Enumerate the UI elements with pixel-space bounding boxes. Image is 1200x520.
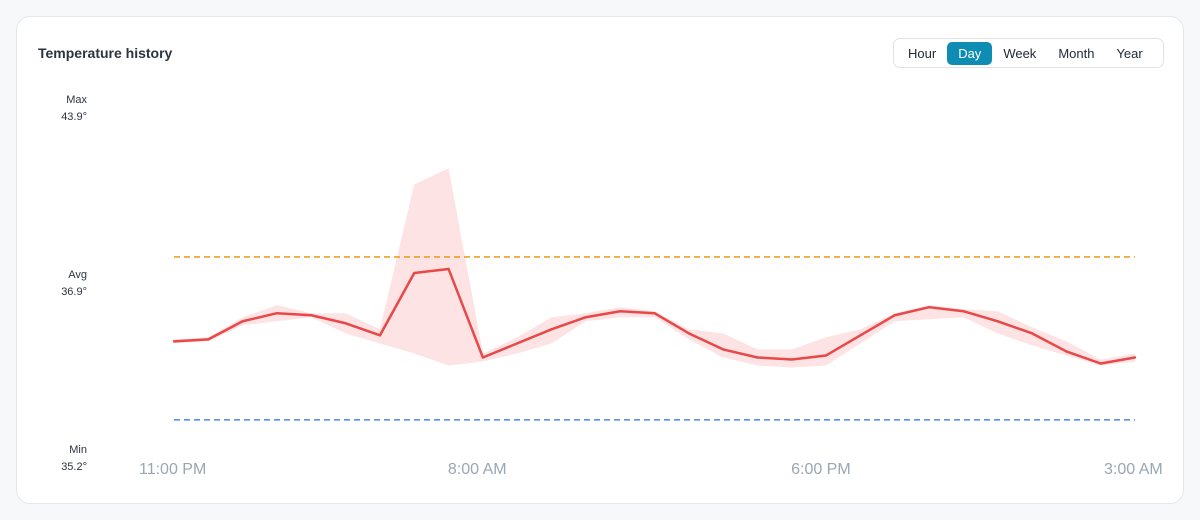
line-point: [378, 334, 382, 337]
line-point: [618, 310, 622, 313]
y-min-label-group: Min 35.2°: [37, 442, 87, 476]
line-point: [824, 354, 828, 357]
line-point: [481, 356, 485, 359]
range-option-week[interactable]: Week: [1003, 45, 1037, 61]
line-point: [310, 314, 313, 317]
line-point: [996, 320, 999, 323]
x-tick-label: 6:00 PM: [791, 461, 851, 478]
line-point: [344, 322, 347, 325]
line-point: [550, 328, 553, 331]
line-point: [687, 332, 691, 335]
y-min-label: Min: [69, 444, 87, 456]
line-point: [447, 267, 450, 271]
y-max-label-group: Max 43.9°: [37, 92, 87, 126]
line-point: [1099, 362, 1102, 365]
line-point: [962, 310, 965, 313]
line-point: [721, 348, 725, 351]
line-point: [241, 320, 244, 323]
y-avg-value: 36.9°: [61, 286, 87, 298]
line-point: [584, 316, 588, 319]
y-avg-label: Avg: [68, 269, 87, 281]
line-point: [653, 312, 656, 315]
line-point: [207, 338, 210, 341]
line-point: [756, 356, 759, 359]
x-tick-label: 8:00 AM: [448, 461, 507, 478]
x-tick-label: 3:00 AM: [1104, 461, 1163, 478]
line-point: [413, 271, 416, 275]
line-point: [1133, 356, 1137, 359]
y-max-label: Max: [66, 94, 87, 106]
line-points: [172, 267, 1137, 365]
y-max-value: 43.9°: [61, 111, 87, 123]
range-option-month[interactable]: Month: [1058, 45, 1095, 61]
range-option-day[interactable]: Day: [947, 41, 993, 65]
temperature-chart: 11:00 PM 8:00 AM 6:00 PM 3:00 AM: [139, 168, 1163, 478]
line-point: [172, 340, 176, 343]
line-point: [927, 305, 931, 309]
line-point: [1065, 350, 1068, 353]
line-point: [893, 314, 896, 317]
temperature-card: Temperature history Hour Day Week Month …: [16, 16, 1184, 504]
range-option-hour[interactable]: Hour: [908, 45, 937, 61]
y-avg-label-group: Avg 36.9°: [37, 267, 87, 301]
x-tick-label: 11:00 PM: [139, 461, 206, 478]
line-point: [275, 312, 279, 315]
range-band: [174, 168, 1135, 368]
y-min-value: 35.2°: [61, 461, 87, 473]
line-point: [790, 358, 793, 361]
line-point: [859, 334, 862, 337]
line-point: [1030, 332, 1034, 335]
range-option-year[interactable]: Year: [1116, 45, 1143, 61]
card-title: Temperature history: [38, 45, 173, 61]
range-selector: Hour Day Week Month Year: [893, 38, 1164, 68]
line-point: [516, 342, 519, 345]
